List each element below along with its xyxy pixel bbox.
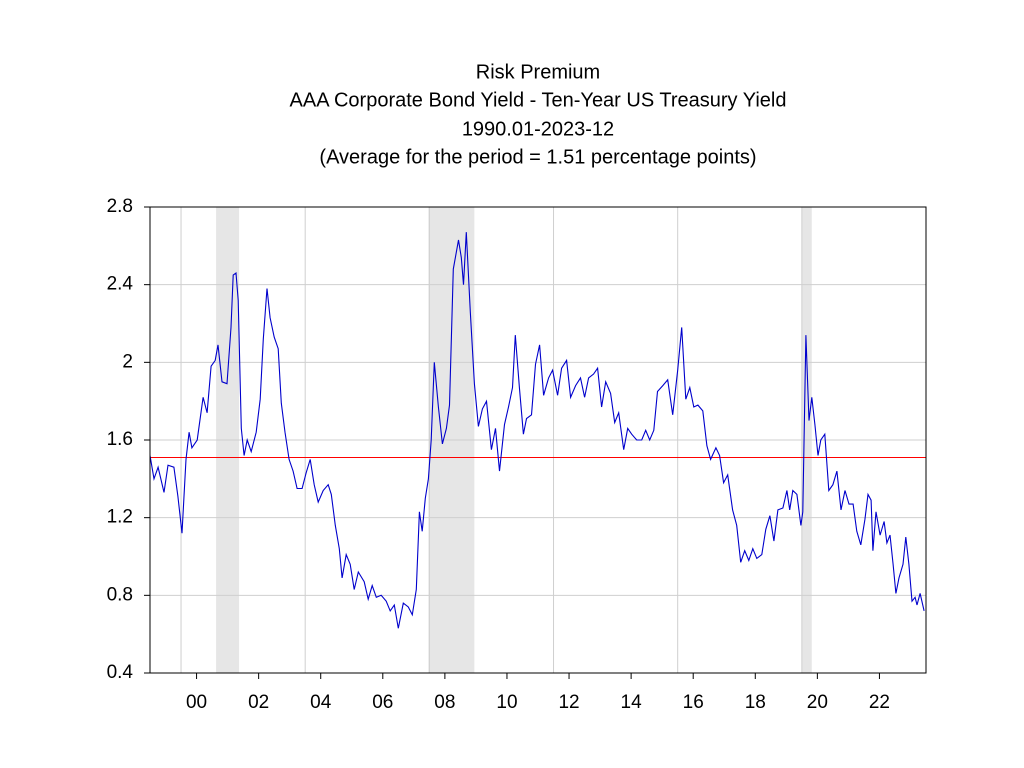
y-tick-label: 1.6 — [107, 429, 133, 450]
plot-area: 0.4 0.8 1.2 1.6 2 2.4 2.8 00 02 04 06 08 10 12 14 16 18 2… — [107, 196, 927, 713]
y-tick-label: 0.4 — [107, 662, 134, 683]
y-tick-label: 2 — [122, 351, 133, 372]
chart-title: Risk Premium — [476, 61, 600, 83]
x-tick-label: 20 — [807, 692, 828, 713]
chart-subtitle: (Average for the period = 1.51 percentag… — [319, 146, 756, 168]
x-tick-label: 00 — [186, 692, 207, 713]
x-tick-label: 14 — [621, 692, 643, 713]
x-tick-label: 06 — [372, 692, 393, 713]
plot-frame — [149, 206, 927, 674]
x-tick-label: 04 — [310, 692, 332, 713]
x-tick-label: 12 — [558, 692, 579, 713]
x-tick-label: 18 — [745, 692, 766, 713]
x-tick-label: 02 — [248, 692, 269, 713]
x-tick-label: 08 — [434, 692, 455, 713]
chart-subtitle: 1990.01-2023-12 — [462, 118, 614, 140]
y-tick-label: 2.4 — [107, 274, 134, 295]
data-line — [149, 232, 925, 629]
chart-subtitle: AAA Corporate Bond Yield - Ten-Year US T… — [290, 89, 787, 111]
y-tick-label: 2.8 — [107, 196, 133, 217]
y-tick-label: 0.8 — [107, 584, 133, 605]
y-tick-label: 1.2 — [107, 507, 133, 528]
x-tick-label: 22 — [869, 692, 890, 713]
x-tick-label: 10 — [496, 692, 517, 713]
x-tick-label: 16 — [683, 692, 704, 713]
